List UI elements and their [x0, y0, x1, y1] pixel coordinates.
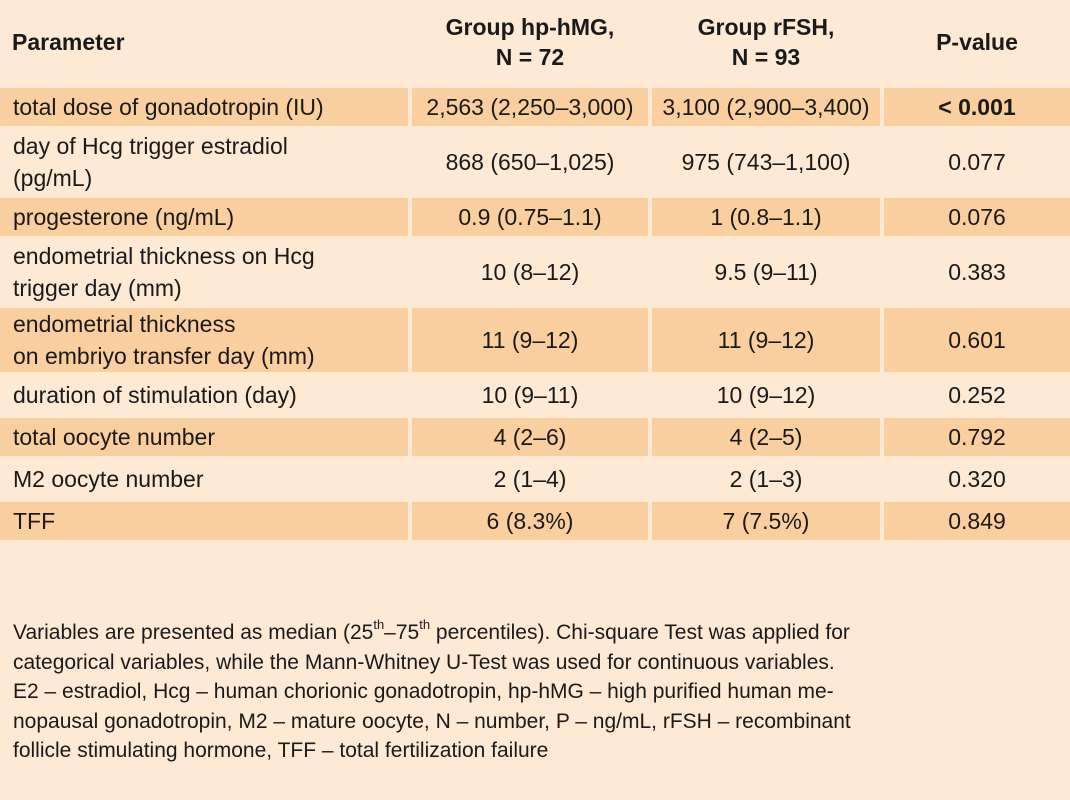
table-row: M2 oocyte number 2 (1–4) 2 (1–3) 0.320	[0, 460, 1070, 498]
row-parameter-line2: (pg/mL)	[13, 165, 93, 191]
footnote-superscript: th	[373, 617, 385, 632]
row-parameter-line1: progesterone (ng/mL)	[13, 204, 235, 230]
footnote-line-4: nopausal gonadotropin, M2 – mature oocyt…	[13, 709, 851, 733]
row-group-hp-hmg: 868 (650–1,025)	[408, 130, 648, 194]
row-group-rfsh: 9.5 (9–11)	[648, 240, 880, 304]
header-group-rfsh: Group rFSH, N = 93	[648, 0, 880, 84]
header-group-hp-hmg-line2: N = 72	[495, 44, 565, 70]
table-row: endometrial thickness on embriyo transfer…	[0, 308, 1070, 372]
table-row: total oocyte number 4 (2–6) 4 (2–5) 0.79…	[0, 418, 1070, 456]
row-group-rfsh: 7 (7.5%)	[648, 502, 880, 540]
row-group-rfsh: 4 (2–5)	[648, 418, 880, 456]
row-parameter: total oocyte number	[0, 418, 408, 456]
row-parameter: M2 oocyte number	[0, 460, 408, 498]
footnote-text: percentiles). Chi-square Test was applie…	[430, 621, 850, 644]
table-row: endometrial thickness on Hcg trigger day …	[0, 240, 1070, 304]
row-group-rfsh: 11 (9–12)	[648, 308, 880, 372]
table-header: Parameter Group hp-hMG, N = 72 Group rFS…	[0, 0, 1070, 84]
row-parameter: total dose of gonadotropin (IU)	[0, 88, 408, 126]
row-parameter-line1: day of Hcg trigger estradiol	[13, 133, 288, 159]
row-group-rfsh: 3,100 (2,900–3,400)	[648, 88, 880, 126]
row-parameter-line1: endometrial thickness	[13, 311, 236, 337]
row-group-rfsh: 1 (0.8–1.1)	[648, 198, 880, 236]
row-group-hp-hmg: 2,563 (2,250–3,000)	[408, 88, 648, 126]
header-group-hp-hmg: Group hp-hMG, N = 72	[408, 0, 648, 84]
table-row: TFF 6 (8.3%) 7 (7.5%) 0.849	[0, 502, 1070, 540]
row-parameter: TFF	[0, 502, 408, 540]
table-row: day of Hcg trigger estradiol (pg/mL) 868 …	[0, 130, 1070, 194]
row-parameter: progesterone (ng/mL)	[0, 198, 408, 236]
row-group-hp-hmg: 2 (1–4)	[408, 460, 648, 498]
results-table: Parameter Group hp-hMG, N = 72 Group rFS…	[0, 0, 1070, 540]
row-group-hp-hmg: 4 (2–6)	[408, 418, 648, 456]
row-group-hp-hmg: 10 (8–12)	[408, 240, 648, 304]
row-parameter-line2: trigger day (mm)	[13, 275, 182, 301]
row-parameter: endometrial thickness on embriyo transfer…	[0, 308, 408, 372]
row-parameter: duration of stimulation (day)	[0, 376, 408, 414]
footnote-superscript: th	[419, 617, 431, 632]
row-pvalue: 0.849	[880, 502, 1070, 540]
footnote-line-3: E2 – estradiol, Hcg – human chorionic go…	[13, 680, 834, 703]
row-group-rfsh: 2 (1–3)	[648, 460, 880, 498]
row-pvalue: 0.252	[880, 376, 1070, 414]
row-pvalue: 0.320	[880, 460, 1070, 498]
row-group-hp-hmg: 6 (8.3%)	[408, 502, 648, 540]
row-parameter: day of Hcg trigger estradiol (pg/mL)	[0, 130, 408, 194]
row-parameter-line1: endometrial thickness on Hcg	[13, 243, 315, 269]
row-parameter-line1: M2 oocyte number	[13, 466, 204, 492]
header-group-hp-hmg-line1: Group hp-hMG,	[445, 14, 615, 40]
footnote-line-2: categorical variables, while the Mann-Wh…	[13, 650, 835, 674]
footnote-text: Variables are presented as median (25	[13, 621, 374, 644]
footnote-text: –75	[384, 621, 420, 644]
row-pvalue: 0.601	[880, 308, 1070, 372]
row-group-rfsh: 10 (9–12)	[648, 376, 880, 414]
row-parameter-line1: TFF	[13, 508, 56, 534]
row-parameter-line1: total oocyte number	[13, 424, 216, 450]
row-group-hp-hmg: 11 (9–12)	[408, 308, 648, 372]
row-pvalue: < 0.001	[880, 88, 1070, 126]
row-parameter-line2: on embriyo transfer day (mm)	[13, 343, 315, 369]
header-parameter: Parameter	[12, 29, 125, 55]
header-group-rfsh-line2: N = 93	[731, 44, 801, 70]
row-parameter-line1: duration of stimulation (day)	[13, 382, 297, 408]
header-group-rfsh-line1: Group rFSH,	[697, 14, 835, 40]
footnote-line-5: follicle stimulating hormone, TFF – tota…	[13, 739, 549, 762]
table-row: progesterone (ng/mL) 0.9 (0.75–1.1) 1 (0…	[0, 198, 1070, 236]
table-footnote: Variables are presented as median (25th–…	[13, 618, 1058, 766]
header-pvalue: P-value	[880, 0, 1070, 84]
footnote-line-1: Variables are presented as median (25th–…	[13, 618, 1058, 648]
row-pvalue: 0.792	[880, 418, 1070, 456]
row-group-hp-hmg: 10 (9–11)	[408, 376, 648, 414]
row-pvalue: 0.077	[880, 130, 1070, 194]
row-pvalue: 0.383	[880, 240, 1070, 304]
table-body: total dose of gonadotropin (IU) 2,563 (2…	[0, 88, 1070, 540]
table-row: duration of stimulation (day) 10 (9–11) …	[0, 376, 1070, 414]
row-group-rfsh: 975 (743–1,100)	[648, 130, 880, 194]
row-parameter-line1: total dose of gonadotropin (IU)	[13, 94, 324, 120]
row-pvalue: 0.076	[880, 198, 1070, 236]
table-row: total dose of gonadotropin (IU) 2,563 (2…	[0, 88, 1070, 126]
row-parameter: endometrial thickness on Hcg trigger day …	[0, 240, 408, 304]
row-group-hp-hmg: 0.9 (0.75–1.1)	[408, 198, 648, 236]
